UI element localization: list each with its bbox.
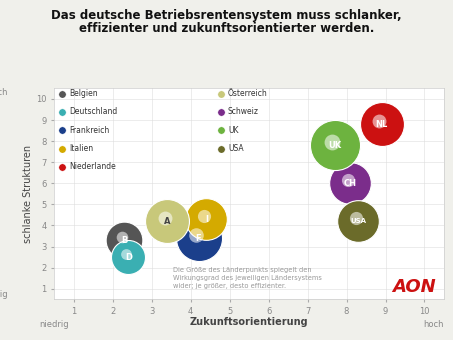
Point (375, 119, 382, 124)
Point (121, 237, 128, 243)
Text: USA: USA (228, 144, 244, 153)
Point (355, 219, 362, 224)
Text: Frankreich: Frankreich (69, 126, 109, 135)
Point (125, 254, 132, 260)
Point (347, 181, 354, 186)
Point (378, 121, 385, 127)
Text: Niederlande: Niederlande (69, 163, 116, 171)
Point (217, 91, 224, 96)
Point (352, 216, 359, 221)
Point (200, 214, 207, 219)
Text: niedrig: niedrig (0, 290, 8, 299)
Point (328, 140, 336, 145)
Point (217, 128, 224, 133)
Text: Belgien: Belgien (69, 89, 97, 98)
Text: D: D (125, 253, 132, 261)
Text: AON: AON (392, 278, 436, 296)
Point (58, 164, 65, 170)
Point (344, 177, 352, 183)
Point (192, 233, 199, 238)
Point (217, 109, 224, 115)
Text: USA: USA (350, 218, 366, 224)
Point (331, 142, 338, 148)
Text: UK: UK (228, 126, 238, 135)
Text: Italien: Italien (69, 144, 93, 153)
Point (217, 146, 224, 151)
X-axis label: Zukunftsorientierung: Zukunftsorientierung (190, 317, 308, 327)
Text: Die Größe des Länderpunkts spiegelt den
Wirkungsgrad des jeweiligen Ländersystem: Die Größe des Länderpunkts spiegelt den … (173, 267, 322, 289)
Text: UK: UK (328, 141, 342, 150)
Text: Schweiz: Schweiz (228, 107, 259, 116)
Text: Das deutsche Betriebsrentensystem muss schlanker,: Das deutsche Betriebsrentensystem muss s… (51, 8, 402, 21)
Point (58, 128, 65, 133)
Text: I: I (205, 215, 208, 224)
Point (58, 146, 65, 151)
Point (122, 251, 129, 257)
Text: NL: NL (376, 120, 388, 129)
Point (195, 235, 202, 241)
Point (58, 91, 65, 96)
Point (118, 235, 125, 240)
Point (202, 216, 210, 222)
Point (164, 219, 171, 224)
Text: Österreich: Österreich (228, 89, 268, 98)
Text: niedrig: niedrig (39, 320, 68, 329)
Text: A: A (164, 217, 171, 226)
Point (161, 216, 168, 221)
Text: B: B (121, 236, 128, 245)
Text: Deutschland: Deutschland (69, 107, 117, 116)
Text: hoch: hoch (424, 320, 444, 329)
Text: hoch: hoch (0, 88, 8, 97)
Text: effizienter und zukunftsorientierter werden.: effizienter und zukunftsorientierter wer… (79, 22, 374, 35)
Point (58, 109, 65, 115)
Text: F: F (196, 234, 201, 242)
Text: CH: CH (344, 179, 357, 188)
Y-axis label: schlanke Strukturen: schlanke Strukturen (24, 145, 34, 243)
